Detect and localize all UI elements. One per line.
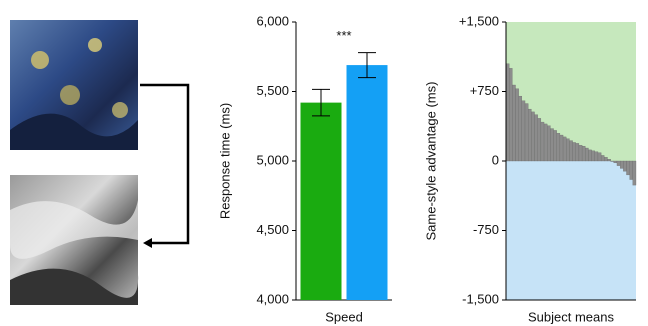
grayscale-image: [10, 175, 139, 305]
y-tick-label: -750: [473, 222, 499, 237]
subject-bar: [588, 149, 592, 162]
subject-bar: [610, 160, 614, 162]
subject-bar: [524, 103, 529, 162]
subject-bar: [543, 123, 548, 162]
stylized-image: [10, 20, 138, 150]
subject-bar: [626, 160, 630, 176]
y-axis-label: Same-style advantage (ms): [423, 82, 438, 241]
subject-bar: [569, 140, 573, 162]
subject-bar: [591, 150, 595, 162]
x-axis-label: Subject means: [528, 309, 614, 324]
subject-bar: [607, 158, 611, 162]
y-tick-label: 0: [492, 152, 499, 167]
subject-bar: [629, 160, 633, 180]
subject-bar: [600, 155, 605, 162]
subject-bar: [547, 125, 551, 162]
subject-bar: [575, 143, 580, 162]
subject-bar: [518, 95, 523, 162]
subject-bar: [585, 147, 589, 162]
subject-bar: [566, 138, 570, 162]
subject-bar: [632, 160, 637, 186]
y-tick-label: 5,500: [256, 83, 289, 98]
subject-bar: [578, 145, 583, 162]
subject-bar: [509, 68, 513, 162]
significance: ***: [336, 28, 351, 43]
subject-bar: [531, 111, 535, 162]
y-tick-label: 4,000: [256, 291, 289, 306]
subject-bar: [562, 136, 567, 162]
subject-bar: [540, 121, 545, 162]
subject-bar: [521, 100, 526, 162]
subject-bar: [553, 130, 557, 162]
subject-bar: [594, 151, 599, 162]
y-tick-label: +750: [470, 83, 499, 98]
subject-bar: [550, 128, 554, 162]
y-tick-label: +1,500: [459, 13, 499, 28]
subject-bar: [528, 108, 532, 162]
subject-bar: [537, 118, 542, 162]
subject-bar: [556, 133, 561, 162]
subject-bar: [512, 84, 516, 162]
subject-bar: [515, 88, 519, 162]
arrow: [140, 83, 190, 245]
y-axis-label: Response time (ms): [217, 103, 232, 219]
bar: [300, 102, 342, 301]
subject-bar: [613, 160, 618, 164]
error-bar: [358, 52, 376, 79]
subject-bar: [572, 142, 576, 162]
error-bar: [312, 88, 330, 117]
arrow-head: [143, 238, 152, 248]
y-tick-label: 4,500: [256, 222, 289, 237]
subject-bar: [619, 160, 624, 169]
subject-bar: [559, 134, 564, 162]
y-tick-label: -1,500: [462, 291, 499, 306]
y-tick-label: 6,000: [256, 13, 289, 28]
subject-bar: [616, 160, 621, 166]
y-tick-label: 5,000: [256, 152, 289, 167]
bar: [346, 65, 388, 300]
subject-bar: [623, 160, 627, 172]
subject-bar: [597, 152, 602, 162]
subject-bar: [604, 157, 608, 162]
x-tick-label: Speed: [325, 309, 363, 324]
negative-region: [506, 161, 636, 300]
subject-bar: [534, 114, 538, 162]
subject-bar: [581, 146, 586, 162]
